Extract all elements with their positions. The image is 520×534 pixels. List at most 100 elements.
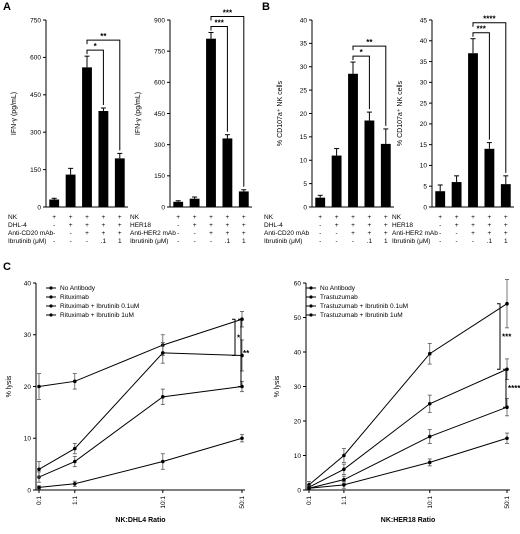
- condition-mark: +: [471, 214, 475, 221]
- bar: [173, 201, 184, 207]
- y-tick-label: 10: [300, 158, 308, 165]
- bar: [435, 191, 446, 207]
- y-tick-label: 20: [24, 384, 32, 391]
- bar: [380, 143, 391, 207]
- condition-label: NK: [130, 214, 140, 221]
- y-tick-label: 450: [154, 111, 165, 118]
- series-line: [38, 386, 243, 478]
- y-tick-label: 450: [30, 92, 41, 99]
- x-tick-label: 10:1: [427, 496, 434, 509]
- condition-mark: +: [351, 230, 355, 237]
- condition-mark: -: [177, 222, 179, 229]
- condition-mark: +: [335, 214, 339, 221]
- y-tick-label: 600: [154, 80, 165, 87]
- significance-bracket: [86, 39, 121, 151]
- bar: [364, 120, 375, 207]
- significance-bracket: [238, 318, 242, 387]
- bar: [222, 138, 233, 207]
- y-tick-label: 30: [24, 332, 32, 339]
- y-tick-label: 40: [420, 38, 428, 45]
- x-axis-label: NK:DHL4 Ratio: [115, 517, 165, 524]
- bar-chart-B2: 0 5 10 15 20 25 30 35 40 45 % CD107a⁺ NK cells ****…: [392, 15, 514, 245]
- condition-mark: +: [118, 230, 122, 237]
- condition-mark: +: [438, 214, 442, 221]
- condition-mark: +: [118, 222, 122, 229]
- condition-label: Ibrutinib (μM): [8, 238, 46, 245]
- y-tick-label: 0: [161, 204, 165, 211]
- data-point: [427, 401, 432, 406]
- legend-label: Trastuzumab: [320, 294, 358, 301]
- y-tick-label: 40: [300, 17, 308, 24]
- significance-label: ****: [483, 15, 496, 24]
- significance-label: **: [243, 349, 250, 358]
- condition-mark: +: [318, 214, 322, 221]
- y-tick-label: 10: [420, 163, 428, 170]
- condition-mark: -: [439, 222, 441, 229]
- legend-marker: [49, 286, 53, 290]
- condition-mark: +: [488, 214, 492, 221]
- condition-mark: .1: [367, 238, 373, 245]
- data-point: [342, 453, 346, 458]
- data-point: [427, 460, 432, 465]
- data-point: [240, 436, 244, 441]
- condition-mark: +: [102, 222, 106, 229]
- condition-mark: +: [351, 214, 355, 221]
- x-tick-label: 50:1: [504, 496, 511, 509]
- significance-bracket: [503, 368, 507, 408]
- significance-label: ****: [508, 384, 520, 393]
- y-tick-label: 750: [154, 48, 165, 55]
- condition-mark: -: [177, 230, 179, 237]
- data-point: [342, 467, 346, 472]
- legend-marker: [309, 313, 313, 317]
- y-tick-label: 15: [420, 142, 428, 149]
- y-tick-label: 20: [420, 121, 428, 128]
- condition-label: Anti-CD20 mAb: [264, 230, 310, 237]
- condition-label: NK: [392, 214, 402, 221]
- data-point: [161, 395, 165, 399]
- condition-mark: -: [472, 238, 474, 245]
- condition-mark: +: [488, 222, 492, 229]
- series-line: [308, 437, 508, 489]
- significance-bracket: [497, 303, 501, 370]
- y-axis-label: % CD107a⁺ NK cells: [397, 80, 404, 146]
- y-tick-label: 35: [300, 41, 308, 48]
- bar: [484, 148, 495, 207]
- y-tick-label: 40: [294, 349, 302, 356]
- condition-mark: -: [319, 230, 321, 237]
- condition-label: Ibrutinib (μM): [264, 238, 302, 245]
- condition-mark: -: [210, 238, 212, 245]
- y-tick-label: 25: [300, 87, 308, 94]
- legend-label: Trastuzumab + Ibrutinib 0.1uM: [320, 303, 408, 310]
- data-point: [72, 459, 77, 464]
- condition-mark: +: [226, 222, 230, 229]
- condition-label: Ibrutinib (μM): [130, 238, 168, 245]
- y-axis-label: IFN-γ (pg/mL): [135, 92, 142, 135]
- data-point: [37, 467, 41, 472]
- condition-mark: -: [177, 238, 179, 245]
- legend-label: Rituximab + Ibrutinib 1uM: [60, 312, 134, 319]
- y-tick-label: 45: [420, 17, 428, 24]
- series-line: [38, 318, 243, 387]
- condition-mark: +: [69, 222, 73, 229]
- condition-mark: +: [193, 214, 197, 221]
- data-point: [161, 351, 165, 355]
- bar-chart-A2: 0 150 300 450 600 750 900 IFN-γ (pg/mL) ****** NK…: [130, 8, 252, 245]
- y-tick-label: 300: [154, 142, 165, 149]
- condition-mark: -: [53, 222, 55, 229]
- condition-mark: -: [439, 230, 441, 237]
- y-tick-label: 0: [297, 487, 301, 494]
- condition-mark: +: [118, 214, 122, 221]
- y-tick-label: 20: [294, 418, 302, 425]
- significance-bracket: [210, 15, 245, 187]
- condition-mark: 1: [384, 238, 388, 245]
- y-tick-label: 20: [300, 111, 308, 118]
- condition-label: HER18: [392, 222, 413, 229]
- condition-mark: -: [194, 238, 196, 245]
- condition-label: Anti-CD20 mAb: [8, 230, 54, 237]
- panel-label-c: C: [3, 261, 11, 273]
- condition-mark: .1: [487, 238, 493, 245]
- x-tick-label: 1:1: [341, 496, 348, 505]
- condition-mark: +: [209, 222, 213, 229]
- series-line: [308, 406, 508, 489]
- condition-mark: +: [209, 230, 213, 237]
